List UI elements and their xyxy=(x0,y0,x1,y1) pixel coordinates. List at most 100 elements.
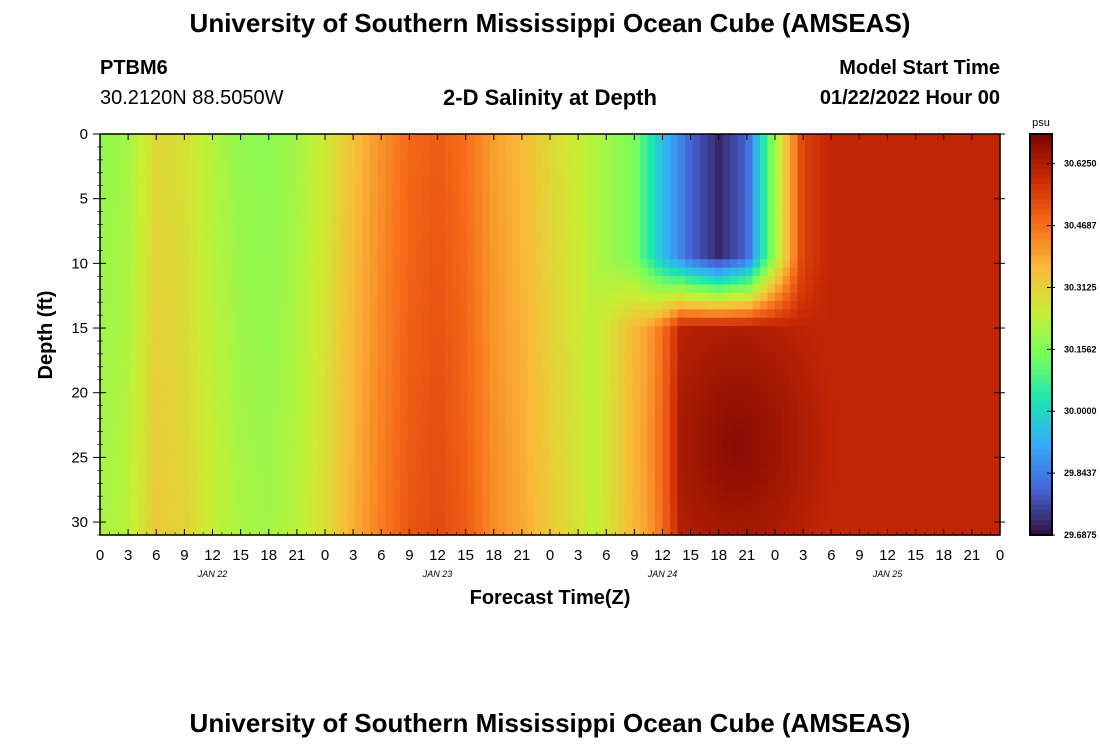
heatmap-cell xyxy=(220,301,229,311)
heatmap-cell xyxy=(430,484,439,494)
heatmap-cell xyxy=(565,267,574,277)
heatmap-cell xyxy=(527,484,536,494)
heatmap-cell xyxy=(407,384,416,394)
heatmap-cell xyxy=(130,234,139,244)
heatmap-cell xyxy=(175,225,184,235)
heatmap-cell xyxy=(872,184,881,194)
heatmap-cell xyxy=(745,409,754,419)
heatmap-cell xyxy=(752,459,761,469)
heatmap-cell xyxy=(820,192,829,202)
heatmap-cell xyxy=(460,301,469,311)
heatmap-cell xyxy=(812,309,821,319)
heatmap-cell xyxy=(490,493,499,503)
heatmap-cell xyxy=(782,259,791,269)
heatmap-cell xyxy=(325,309,334,319)
heatmap-cell xyxy=(505,134,514,143)
heatmap-cell xyxy=(647,159,656,169)
heatmap-cell xyxy=(227,217,236,227)
heatmap-cell xyxy=(595,367,604,377)
heatmap-cell xyxy=(160,451,169,461)
heatmap-cell xyxy=(392,434,401,444)
heatmap-cell xyxy=(700,225,709,235)
heatmap-cell xyxy=(580,351,589,361)
heatmap-cell xyxy=(445,493,454,503)
heatmap-cell xyxy=(460,225,469,235)
heatmap-cell xyxy=(310,451,319,461)
heatmap-cell xyxy=(805,217,814,227)
heatmap-cell xyxy=(362,276,371,285)
heatmap-cell xyxy=(520,501,529,511)
heatmap-cell xyxy=(805,267,814,277)
heatmap-cell xyxy=(760,150,769,160)
heatmap-cell xyxy=(400,217,409,227)
heatmap-cell xyxy=(565,451,574,461)
heatmap-cell xyxy=(497,501,506,511)
heatmap-cell xyxy=(445,301,454,311)
heatmap-cell xyxy=(640,184,649,194)
heatmap-cell xyxy=(145,443,154,453)
heatmap-cell xyxy=(370,484,379,494)
heatmap-cell xyxy=(407,134,416,143)
heatmap-cell xyxy=(767,443,776,453)
heatmap-cell xyxy=(805,501,814,511)
heatmap-cell xyxy=(280,301,289,311)
heatmap-cell xyxy=(317,167,326,177)
heatmap-cell xyxy=(407,242,416,252)
heatmap-cell xyxy=(752,234,761,244)
heatmap-cell xyxy=(527,459,536,469)
heatmap-cell xyxy=(707,418,716,427)
heatmap-cell xyxy=(340,225,349,235)
heatmap-cell xyxy=(175,200,184,210)
heatmap-cell xyxy=(197,459,206,469)
heatmap-cell xyxy=(587,501,596,511)
heatmap-cell xyxy=(700,259,709,269)
heatmap-cell xyxy=(835,134,844,143)
heatmap-cell xyxy=(692,418,701,427)
heatmap-cell xyxy=(550,443,559,453)
heatmap-cell xyxy=(580,434,589,444)
heatmap-cell xyxy=(400,418,409,427)
heatmap-cell xyxy=(775,334,784,344)
heatmap-cell xyxy=(175,451,184,461)
heatmap-cell xyxy=(490,209,499,219)
heatmap-cell xyxy=(280,434,289,444)
heatmap-cell xyxy=(107,217,116,227)
heatmap-cell xyxy=(535,184,544,194)
heatmap-cell xyxy=(715,209,724,219)
heatmap-cell xyxy=(347,409,356,419)
heatmap-cell xyxy=(565,200,574,210)
heatmap-cell xyxy=(107,259,116,269)
heatmap-cell xyxy=(715,167,724,177)
heatmap-cell xyxy=(377,509,386,519)
heatmap-cell xyxy=(520,384,529,394)
heatmap-cell xyxy=(362,468,371,478)
heatmap-cell xyxy=(265,242,274,252)
heatmap-cell xyxy=(587,250,596,260)
heatmap-cell xyxy=(265,342,274,352)
heatmap-cell xyxy=(730,334,739,344)
heatmap-cell xyxy=(805,309,814,319)
heatmap-cell xyxy=(475,276,484,285)
heatmap-cell xyxy=(197,309,206,319)
heatmap-cell xyxy=(775,484,784,494)
heatmap-cell xyxy=(760,184,769,194)
heatmap-cell xyxy=(602,175,611,185)
heatmap-cell xyxy=(700,518,709,528)
heatmap-cell xyxy=(850,242,859,252)
heatmap-cell xyxy=(475,409,484,419)
heatmap-cell xyxy=(505,526,514,536)
heatmap-cell xyxy=(505,234,514,244)
heatmap-cell xyxy=(310,159,319,169)
heatmap-cell xyxy=(700,409,709,419)
heatmap-cell xyxy=(707,334,716,344)
heatmap-cell xyxy=(115,392,124,402)
heatmap-cell xyxy=(647,476,656,486)
heatmap-cell xyxy=(602,418,611,427)
heatmap-cell xyxy=(535,267,544,277)
heatmap-cell xyxy=(340,409,349,419)
heatmap-cell xyxy=(692,426,701,436)
heatmap-cell xyxy=(437,192,446,202)
heatmap-cell xyxy=(572,392,581,402)
heatmap-cell xyxy=(242,526,251,536)
heatmap-cell xyxy=(422,443,431,453)
